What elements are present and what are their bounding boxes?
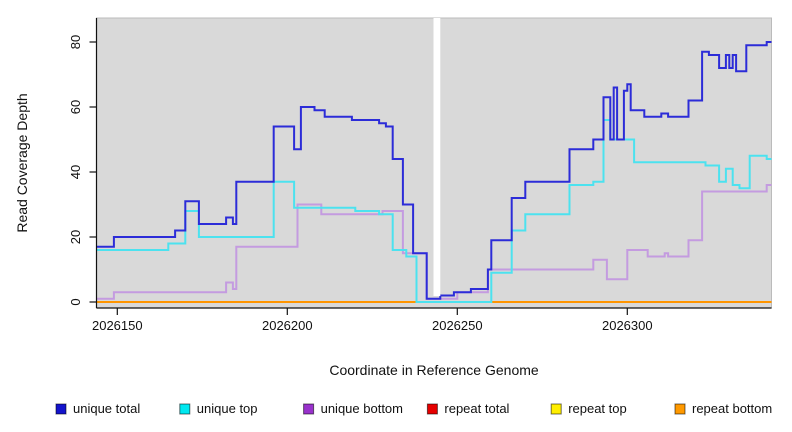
y-tick-label: 0	[68, 298, 83, 305]
y-tick-label: 20	[68, 230, 83, 244]
y-tick-label: 40	[68, 165, 83, 179]
series-unique-top	[96, 119, 772, 303]
legend-label: repeat top	[568, 401, 627, 416]
legend-swatch-unique-top	[179, 403, 191, 415]
legend-label: unique total	[73, 401, 140, 416]
legend-label: repeat bottom	[692, 401, 772, 416]
legend-swatch-unique-bottom	[303, 403, 315, 415]
x-tick-label: 2026200	[262, 318, 313, 333]
legend-swatch-repeat-total	[426, 403, 438, 415]
legend-swatch-unique-total	[55, 403, 67, 415]
legend: unique total unique top unique bottom repea…	[55, 401, 772, 416]
x-tick-label: 2026150	[92, 318, 143, 333]
x-tick-label: 2026300	[602, 318, 653, 333]
x-tick-label: 2026250	[432, 318, 483, 333]
legend-label: repeat total	[444, 401, 509, 416]
y-axis-title: Read Coverage Depth	[14, 93, 30, 232]
legend-swatch-repeat-top	[550, 403, 562, 415]
series-unique-total	[96, 41, 772, 300]
legend-swatch-repeat-bottom	[674, 403, 686, 415]
legend-label: unique top	[197, 401, 258, 416]
x-axis-title: Coordinate in Reference Genome	[329, 362, 539, 378]
y-tick-label: 60	[68, 100, 83, 114]
y-tick-label: 80	[68, 35, 83, 49]
series-unique-bottom	[96, 184, 772, 300]
legend-label: unique bottom	[321, 401, 403, 416]
no-data-gap	[433, 18, 441, 296]
